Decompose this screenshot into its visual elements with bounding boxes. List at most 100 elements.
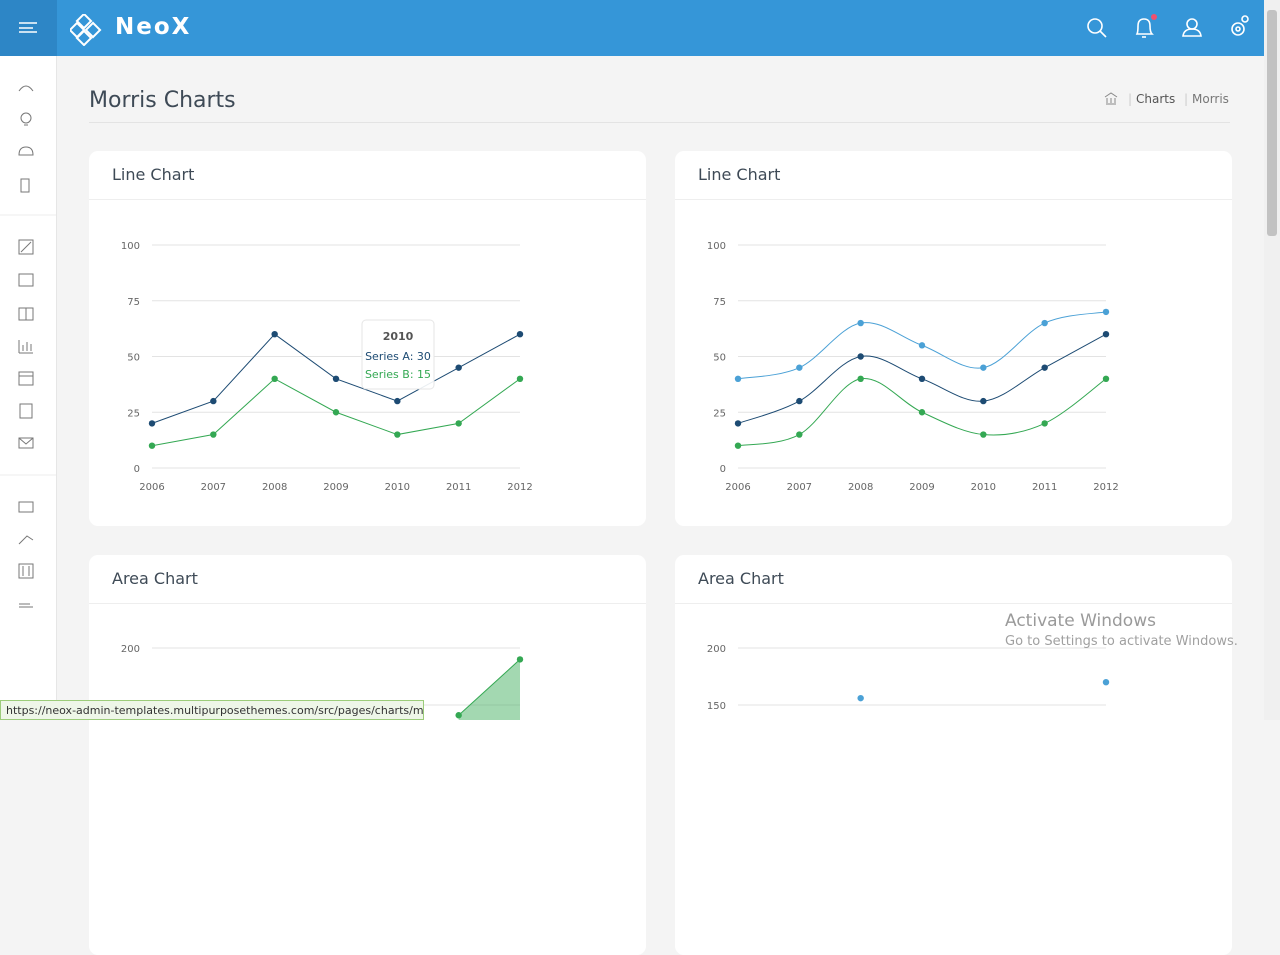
x-tick-label: 2010 <box>385 482 410 493</box>
data-point <box>516 375 524 382</box>
data-point <box>734 442 742 449</box>
page-title: Morris Charts <box>89 88 236 113</box>
x-tick-label: 2006 <box>725 482 750 493</box>
nav-icon[interactable] <box>18 146 34 156</box>
breadcrumb-divider: | <box>1128 92 1133 106</box>
x-tick-label: 2011 <box>446 482 471 493</box>
scrollbar-thumb[interactable] <box>1267 10 1277 236</box>
data-point <box>210 431 217 438</box>
nav-icon[interactable] <box>18 371 34 386</box>
data-point <box>918 409 926 416</box>
x-tick-label: 2006 <box>139 482 164 493</box>
x-tick-label: 2009 <box>323 482 348 493</box>
tooltip-line: Series A: 30 <box>365 350 431 363</box>
x-tick-label: 2007 <box>787 482 812 493</box>
menu-toggle[interactable] <box>0 0 57 56</box>
card-header-line <box>89 199 646 200</box>
data-point <box>394 431 401 438</box>
y-tick-label: 50 <box>713 353 726 364</box>
nav-icon[interactable] <box>18 307 34 321</box>
card-title: Line Chart <box>698 165 781 184</box>
header-icons <box>1087 14 1249 38</box>
card-header-line <box>675 603 1232 604</box>
watermark-subtitle: Go to Settings to activate Windows. <box>1005 634 1238 649</box>
tooltip <box>361 319 435 390</box>
x-tick-label: 2008 <box>262 482 287 493</box>
logo <box>70 14 102 46</box>
data-point <box>1102 679 1110 686</box>
notification-dot <box>1151 14 1157 20</box>
nav-icon[interactable] <box>20 112 32 126</box>
y-tick-label: 150 <box>707 701 726 712</box>
data-point <box>332 375 340 382</box>
nav-icon[interactable] <box>18 85 34 92</box>
y-tick-label: 100 <box>707 241 726 252</box>
card-title: Area Chart <box>112 569 198 588</box>
data-point <box>455 420 462 427</box>
data-point <box>210 397 217 405</box>
tooltip-line: Series B: 15 <box>365 368 431 381</box>
y-tick-label: 200 <box>121 644 140 655</box>
tooltip-title: 2010 <box>383 330 414 343</box>
data-point <box>455 364 462 371</box>
search-icon[interactable] <box>1087 18 1107 38</box>
nav-icon[interactable] <box>18 535 34 545</box>
x-tick-label: 2008 <box>848 482 873 493</box>
y-tick-label: 75 <box>127 297 140 308</box>
y-tick-label: 0 <box>134 464 140 475</box>
data-point <box>918 342 926 349</box>
data-point <box>271 375 278 382</box>
nav-icon[interactable] <box>18 437 34 449</box>
x-tick-label: 2009 <box>909 482 934 493</box>
series-line <box>458 659 521 716</box>
menu-icon <box>19 22 37 33</box>
nav-icon[interactable] <box>19 403 33 419</box>
data-point <box>918 375 926 382</box>
nav-icon[interactable] <box>18 563 34 579</box>
data-point <box>857 353 864 360</box>
data-point <box>857 694 864 702</box>
divider <box>89 122 1230 123</box>
x-tick-label: 2007 <box>201 482 226 493</box>
data-point <box>271 331 278 338</box>
data-point <box>455 712 462 719</box>
data-point <box>1102 331 1110 338</box>
data-point <box>1041 420 1048 427</box>
card-header-line <box>675 199 1232 200</box>
nav-icon[interactable] <box>18 501 34 513</box>
home-icon[interactable] <box>1104 92 1118 106</box>
area <box>458 659 520 720</box>
y-tick-label: 50 <box>127 353 140 364</box>
user-icon[interactable] <box>1182 18 1202 37</box>
nav-icon[interactable] <box>18 340 33 354</box>
chart: 0 25 50 75 100 2006 2007 2008 2009 2010 2011 2012 <box>707 241 1119 493</box>
breadcrumb-item[interactable]: Charts <box>1136 92 1176 106</box>
sidebar <box>0 56 57 720</box>
x-tick-label: 2012 <box>1093 482 1118 493</box>
brand[interactable]: NeoX <box>115 14 192 40</box>
nav-icon[interactable] <box>19 603 33 608</box>
y-tick-label: 25 <box>127 408 140 419</box>
y-tick-label: 25 <box>713 408 726 419</box>
data-point <box>734 420 742 427</box>
data-point <box>1102 375 1110 382</box>
y-tick-label: 100 <box>121 241 140 252</box>
nav-icon[interactable] <box>18 239 34 255</box>
settings-icon[interactable] <box>1231 15 1249 36</box>
nav-icon[interactable] <box>20 178 30 193</box>
data-point <box>332 409 340 416</box>
data-point <box>980 364 987 371</box>
card-title: Line Chart <box>112 165 195 184</box>
chart: 0 25 50 75 100 2006 2007 2008 2009 2010 2011 2012 20… <box>121 241 533 493</box>
data-point <box>516 331 524 338</box>
data-point <box>857 319 864 327</box>
notifications-icon[interactable] <box>1135 18 1154 38</box>
data-point <box>148 420 156 427</box>
data-point <box>796 397 803 405</box>
nav-icon[interactable] <box>18 273 34 287</box>
data-point <box>980 431 987 438</box>
breadcrumb-item: Morris <box>1192 92 1229 106</box>
